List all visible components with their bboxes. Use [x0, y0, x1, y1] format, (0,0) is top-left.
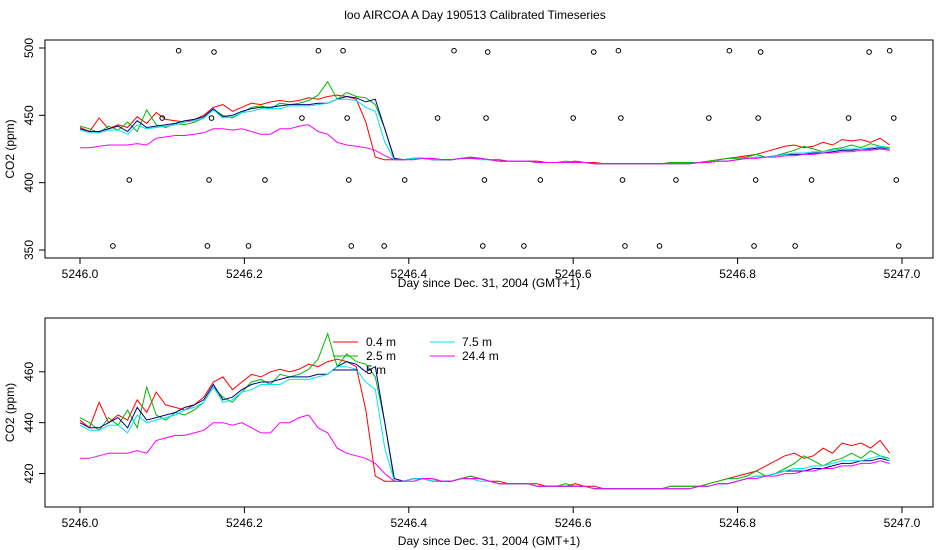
data-point	[755, 115, 761, 121]
legend-label: 0.4 m	[366, 335, 396, 349]
x-tick-label: 5246.2	[226, 267, 263, 281]
data-point	[615, 47, 622, 54]
x-tick-label: 5246.4	[390, 267, 427, 281]
data-point	[434, 115, 441, 121]
data-point	[175, 47, 182, 54]
data-point	[792, 243, 798, 249]
data-point	[126, 177, 133, 183]
data-point	[208, 115, 215, 121]
data-point	[808, 177, 815, 183]
legend-label: 24.4 m	[462, 349, 499, 363]
data-point	[752, 177, 759, 183]
legend-label: 2.5 m	[366, 349, 396, 363]
x-tick-label: 5247.0	[884, 267, 921, 281]
x-tick-label: 5246.4	[390, 516, 427, 530]
data-point	[348, 243, 355, 249]
x-tick-label: 5246.2	[226, 516, 263, 530]
y-tick-label: 500	[22, 38, 36, 58]
data-point	[537, 177, 544, 183]
y-tick-label: 400	[22, 172, 36, 192]
y-tick-label: 350	[22, 240, 36, 260]
series-line-24-4-m	[80, 124, 890, 165]
data-point	[590, 49, 597, 55]
data-point	[656, 243, 663, 249]
plot-frame	[44, 317, 934, 508]
y-tick-label: 460	[22, 361, 36, 381]
data-point	[340, 47, 346, 54]
x-axis-title: Day since Dec. 31, 2004 (GMT+1)	[398, 276, 580, 290]
x-tick-label: 5246.0	[62, 516, 99, 530]
y-axis-title: CO2 (ppm)	[3, 383, 17, 442]
data-point	[845, 115, 852, 121]
data-point	[245, 243, 252, 249]
data-point	[726, 47, 733, 54]
data-point	[315, 47, 322, 54]
data-point	[886, 47, 893, 54]
data-point	[262, 177, 268, 183]
y-tick-label: 450	[22, 105, 36, 125]
data-point	[618, 115, 624, 121]
series-line-24-4-m	[80, 414, 890, 490]
data-point	[204, 243, 211, 249]
x-axis-title: Day since Dec. 31, 2004 (GMT+1)	[398, 534, 580, 548]
data-point	[890, 115, 897, 121]
data-point	[299, 115, 305, 121]
series-line-0-4-m	[79, 94, 890, 165]
chart-title: loo AIRCOA A Day 190513 Calibrated Times…	[344, 8, 606, 22]
y-axis-title: CO2 (ppm)	[3, 119, 17, 178]
data-point	[893, 177, 900, 183]
data-point	[619, 177, 626, 183]
data-point	[159, 115, 165, 121]
data-point	[345, 177, 352, 183]
data-point	[401, 177, 408, 183]
data-point	[484, 49, 491, 55]
x-tick-label: 5246.6	[555, 516, 592, 530]
series-line-7-5-m	[79, 366, 890, 490]
data-point	[479, 243, 486, 249]
series-line-7-5-m	[79, 98, 890, 165]
y-tick-label: 420	[22, 463, 36, 483]
data-point	[481, 177, 488, 183]
series-line-5-m	[79, 361, 890, 490]
series-line-5-m	[79, 95, 890, 165]
data-point	[451, 47, 457, 54]
x-tick-label: 5246.0	[62, 267, 99, 281]
data-point	[866, 49, 872, 55]
x-tick-label: 5246.8	[719, 516, 756, 530]
data-point	[757, 49, 764, 55]
data-point	[895, 243, 902, 249]
data-point	[570, 115, 577, 121]
data-point	[206, 177, 212, 183]
data-point	[211, 49, 217, 55]
data-point	[483, 115, 489, 121]
legend-label: 5 m	[366, 363, 386, 377]
data-point	[344, 115, 350, 121]
x-tick-label: 5247.0	[884, 516, 921, 530]
x-tick-label: 5246.8	[719, 267, 756, 281]
data-point	[673, 177, 679, 183]
data-point	[521, 243, 527, 249]
x-tick-label: 5246.6	[555, 267, 592, 281]
data-point	[622, 243, 628, 249]
series-line-0-4-m	[79, 358, 891, 490]
legend-label: 7.5 m	[462, 335, 492, 349]
data-point	[381, 243, 387, 249]
data-point	[110, 243, 116, 249]
data-point	[706, 115, 712, 121]
y-tick-label: 440	[22, 412, 36, 432]
data-point	[751, 243, 757, 249]
plot-frame	[44, 39, 934, 259]
